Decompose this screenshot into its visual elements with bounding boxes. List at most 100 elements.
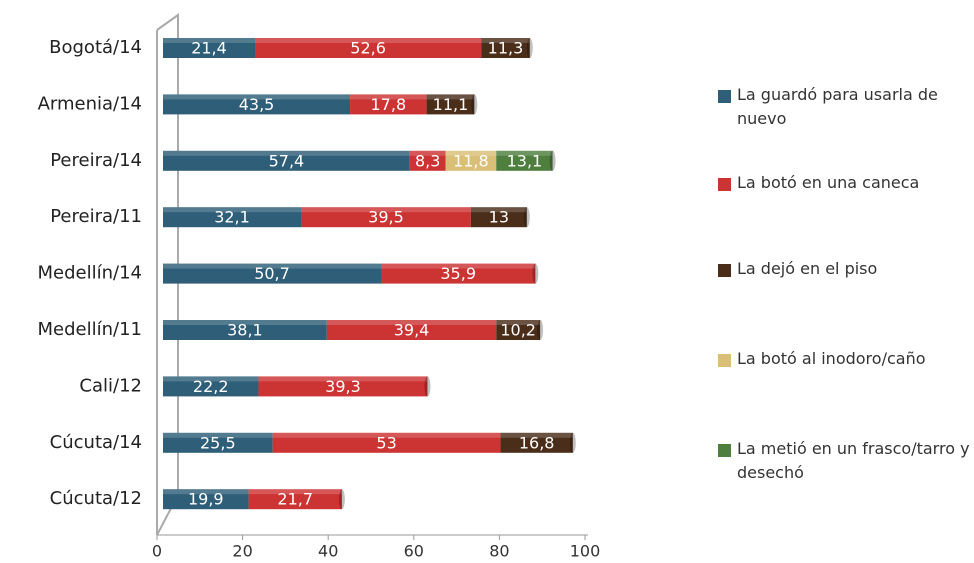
y-tick-label: Armenia/14 — [38, 93, 142, 114]
bar-shine — [163, 94, 351, 100]
value-label: 32,1 — [214, 208, 250, 227]
value-label: 11,1 — [433, 95, 469, 114]
value-label: 11,8 — [453, 151, 489, 170]
bar-segment — [326, 320, 497, 340]
bar-segment — [445, 150, 497, 171]
bar-shine — [381, 263, 536, 269]
value-label: 13,1 — [507, 151, 543, 170]
x-tick-label: 0 — [152, 542, 162, 561]
bar-shine — [248, 489, 342, 495]
bar-segment — [163, 432, 273, 453]
x-tick-label: 20 — [232, 542, 252, 561]
value-label: 39,5 — [368, 208, 404, 227]
value-label: 16,8 — [519, 433, 555, 452]
value-label: 21,4 — [191, 39, 227, 58]
legend-label: La dejó en el piso — [737, 259, 878, 278]
legend-swatch — [718, 444, 731, 457]
bar-shine — [163, 38, 256, 43]
value-label: 19,9 — [188, 490, 224, 509]
legend-label: La botó al inodoro/caño — [737, 349, 926, 368]
bar-segment — [500, 432, 573, 453]
bar-segment — [496, 150, 553, 171]
bar-segment — [258, 376, 428, 397]
bar-shine — [496, 150, 553, 156]
bar-shine — [500, 432, 573, 438]
bar-segment — [426, 94, 475, 115]
legend-label: La botó en una caneca — [737, 173, 920, 192]
bar-segment — [381, 263, 536, 284]
value-label: 57,4 — [269, 151, 305, 170]
bar-shine — [426, 94, 475, 100]
bar-shine — [350, 94, 427, 100]
bar-segment — [481, 38, 530, 58]
value-label: 25,5 — [200, 433, 236, 452]
x-tick-label: 100 — [570, 542, 601, 561]
bar-segment — [163, 38, 256, 58]
y-tick-label: Bogotá/14 — [49, 37, 142, 58]
x-tick-label: 40 — [318, 542, 338, 561]
bar-segment — [496, 320, 541, 340]
bar-cap — [471, 94, 478, 115]
value-label: 39,3 — [325, 377, 361, 396]
bar-segment — [163, 94, 351, 115]
wall — [156, 13, 179, 536]
bar-cap — [523, 207, 530, 228]
value-label: 8,3 — [415, 151, 440, 170]
value-label: 22,2 — [193, 377, 229, 396]
bar-segment — [163, 207, 302, 228]
bar-shine — [481, 38, 530, 43]
y-tick-label: Cúcuta/14 — [50, 432, 142, 453]
bar-shine — [163, 207, 302, 213]
bar-segment — [350, 94, 427, 115]
legend-swatch — [718, 354, 731, 367]
value-label: 38,1 — [227, 321, 263, 340]
y-tick-label: Medellín/14 — [38, 263, 142, 284]
bar-cap — [338, 489, 345, 510]
bar-segment — [163, 489, 249, 510]
bar-shine — [445, 150, 497, 156]
y-tick-label: Cali/12 — [79, 375, 142, 396]
legend-swatch — [718, 178, 731, 191]
bar-shine — [470, 207, 527, 213]
value-label: 43,5 — [239, 95, 275, 114]
bar-shine — [163, 432, 273, 438]
bar-segment — [163, 320, 327, 340]
y-tick-label: Pereira/14 — [50, 150, 142, 171]
y-tick-label: Medellín/11 — [38, 319, 142, 340]
bar-shine — [163, 263, 382, 269]
value-label: 39,4 — [394, 321, 430, 340]
value-label: 50,7 — [254, 264, 290, 283]
bar-shine — [272, 432, 501, 438]
legend-label: La guardó para usarla de nuevo — [737, 85, 938, 128]
bar-shine — [163, 489, 249, 495]
bar-segment — [163, 263, 382, 284]
bar-shine — [496, 320, 541, 325]
bar-cap — [532, 263, 539, 284]
value-label: 35,9 — [440, 264, 476, 283]
bar-cap — [549, 150, 556, 171]
bar-cap — [569, 432, 576, 453]
bar-shine — [163, 150, 410, 156]
bar-cap — [526, 38, 533, 58]
bar-segment — [248, 489, 342, 510]
bar-shine — [409, 150, 446, 156]
bar-segment — [163, 150, 410, 171]
bar-shine — [301, 207, 471, 213]
bar-shine — [163, 320, 327, 325]
bar-segment — [255, 38, 482, 58]
value-label: 11,3 — [488, 39, 524, 58]
value-label: 17,8 — [371, 95, 407, 114]
value-label: 10,2 — [500, 321, 536, 340]
bar-segment — [301, 207, 471, 228]
bar-segment — [409, 150, 446, 171]
bar-cap — [537, 320, 544, 340]
x-tick-label: 80 — [489, 542, 509, 561]
value-label: 53 — [376, 433, 396, 452]
y-tick-label: Pereira/11 — [50, 206, 142, 227]
legend-swatch — [718, 264, 731, 277]
bar-shine — [255, 38, 482, 43]
bar-shine — [163, 376, 259, 382]
legend-label: La metió en un frasco/tarro y desechó — [737, 439, 970, 482]
bar-segment — [272, 432, 501, 453]
